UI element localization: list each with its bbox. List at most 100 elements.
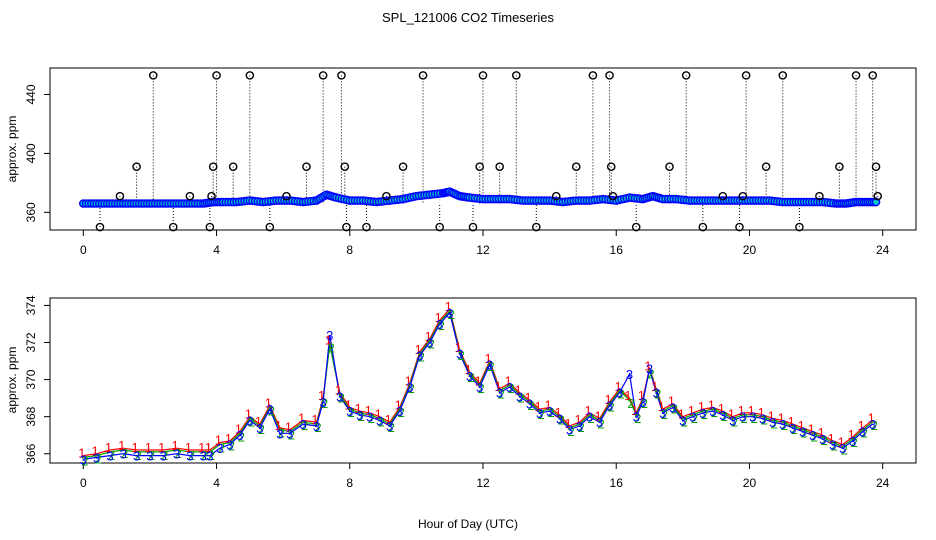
series-marker-2: 2 [811, 429, 818, 444]
spike-point [698, 222, 708, 232]
series-marker-1: 1 [485, 351, 492, 366]
spike-point [778, 71, 788, 80]
series-marker-2: 2 [654, 387, 661, 402]
spike-point [571, 162, 581, 171]
series-marker-1: 1 [554, 405, 561, 420]
series-marker-3: 3 [576, 419, 583, 434]
series-marker-2: 2 [208, 448, 215, 463]
series-marker-2: 2 [288, 427, 295, 442]
series-marker-3: 3 [256, 421, 263, 436]
series-marker-1: 1 [455, 340, 462, 355]
series-marker-3: 3 [586, 410, 593, 425]
spike-point [631, 222, 641, 232]
series-marker-1: 1 [624, 388, 631, 403]
series-marker-2: 2 [448, 307, 455, 322]
series-marker-3: 3 [326, 328, 333, 343]
series-marker-1: 1 [564, 416, 571, 431]
series-marker-2: 2 [851, 435, 858, 450]
series-marker-1: 1 [185, 440, 192, 455]
series-marker-1: 1 [131, 440, 138, 455]
series-marker-1: 1 [788, 414, 795, 429]
y-tick-label: 366 [24, 443, 38, 463]
series-marker-3: 3 [679, 413, 686, 428]
series-marker-3: 3 [146, 449, 153, 464]
series-marker-3: 3 [789, 421, 796, 436]
series-marker-2: 2 [248, 415, 255, 430]
x-tick-label: 20 [743, 476, 757, 490]
x-tick-label: 12 [476, 243, 490, 257]
top-panel: approx. ppm 0 4 8 12 16 20 24 360 400 440 [5, 67, 917, 257]
y-tick-label: 400 [24, 143, 38, 163]
series-line-3 [83, 311, 874, 460]
series-marker-2: 2 [634, 411, 641, 426]
series-marker-1: 1 [748, 403, 755, 418]
series-marker-3: 3 [749, 410, 756, 425]
series-marker-1: 1 [395, 397, 402, 412]
series-marker-2: 2 [587, 411, 594, 426]
series-marker-1: 1 [475, 373, 482, 388]
series-marker-2: 2 [801, 426, 808, 441]
y-tick-label: 440 [24, 84, 38, 104]
series-marker-3: 3 [206, 449, 213, 464]
series-marker-2: 2 [428, 337, 435, 352]
series-marker-1: 1 [158, 440, 165, 455]
series-marker-2: 2 [368, 411, 375, 426]
series-marker-3: 3 [186, 449, 193, 464]
spike-point [168, 222, 178, 232]
series-marker-2: 2 [617, 387, 624, 402]
spike-point [342, 222, 351, 232]
series-marker-3: 3 [266, 402, 273, 417]
series-marker-3: 3 [106, 449, 113, 464]
series-marker-3: 3 [416, 348, 423, 363]
y-tick-label: 370 [24, 369, 38, 389]
x-tick-label: 8 [346, 243, 353, 257]
series-marker-1: 1 [298, 410, 305, 425]
spike-point [871, 162, 881, 171]
spike-point [362, 222, 371, 232]
series-marker-3: 3 [436, 317, 443, 332]
x-tick-label: 12 [476, 476, 490, 490]
series-marker-2: 2 [188, 448, 195, 463]
series-marker-2: 2 [861, 426, 868, 441]
series-marker-2: 2 [701, 407, 708, 422]
series-marker-1: 1 [818, 425, 825, 440]
series-marker-1: 1 [205, 440, 212, 455]
series-marker-1: 1 [515, 383, 522, 398]
series-marker-1: 1 [405, 373, 412, 388]
series-marker-1: 1 [728, 407, 735, 422]
spike-point [873, 191, 882, 201]
y-tick-label: 360 [24, 202, 38, 222]
series-marker-3: 3 [536, 406, 543, 421]
spike-point [212, 71, 221, 80]
series-marker-3: 3 [546, 404, 553, 419]
series-marker-1: 1 [828, 431, 835, 446]
x-tick-label: 4 [213, 476, 220, 490]
series-marker-3: 3 [596, 415, 603, 430]
series-marker-3: 3 [633, 410, 640, 425]
series-marker-1: 1 [215, 433, 222, 448]
series-marker-3: 3 [759, 412, 766, 427]
series-marker-2: 2 [408, 381, 415, 396]
spike-point [435, 222, 445, 232]
series-marker-2: 2 [528, 398, 535, 413]
series-marker-3: 3 [173, 447, 180, 462]
series-marker-3: 3 [496, 386, 503, 401]
series-marker-1: 1 [631, 403, 638, 418]
series-marker-3: 3 [729, 413, 736, 428]
series-marker-3: 3 [426, 335, 433, 350]
series-marker-3: 3 [80, 452, 87, 467]
spike-point [318, 71, 328, 80]
series-marker-1: 1 [535, 399, 542, 414]
series-marker-2: 2 [671, 402, 678, 417]
spike-point [208, 162, 218, 171]
spike-point [815, 191, 824, 201]
x-tick-label: 0 [80, 243, 87, 257]
series-marker-1: 1 [225, 431, 232, 446]
series-marker-3: 3 [216, 441, 223, 456]
series-marker-1: 1 [255, 414, 262, 429]
spike-point [665, 162, 674, 171]
spike-point [741, 71, 751, 80]
series-marker-3: 3 [516, 389, 523, 404]
series-marker-1: 1 [235, 421, 242, 436]
series-marker-3: 3 [336, 389, 343, 404]
